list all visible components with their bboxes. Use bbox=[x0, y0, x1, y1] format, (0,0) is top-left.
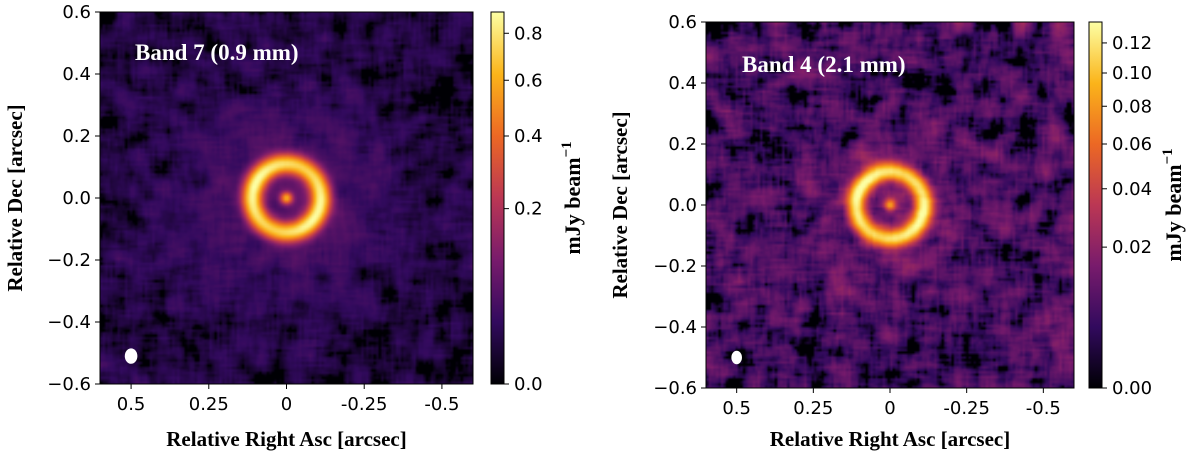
colorbar-label-text: mJy beam bbox=[1161, 164, 1186, 261]
colorbar-tick-label: 0.2 bbox=[514, 199, 543, 220]
x-tick-label: 0.5 bbox=[722, 398, 751, 419]
x-tick-label: 0.25 bbox=[189, 394, 229, 415]
y-tick-label: −0.4 bbox=[653, 317, 697, 338]
colorbar-label: mJy beam−1 bbox=[1160, 148, 1186, 261]
x-tick-label: 0.5 bbox=[117, 394, 146, 415]
colorbar-tick-label: 0.08 bbox=[1112, 96, 1152, 117]
colorbar-label-exponent: −1 bbox=[559, 141, 575, 157]
x-tick-label: -0.25 bbox=[341, 394, 388, 415]
panel-band4: Relative Right Asc [arcsec] Relative Dec… bbox=[608, 12, 1186, 451]
y-axis-label: Relative Dec [arcsec] bbox=[3, 104, 27, 291]
colorbar-label: mJy beam−1 bbox=[559, 141, 585, 254]
x-tick-label: -0.5 bbox=[424, 394, 459, 415]
heatmap-image bbox=[706, 22, 1074, 388]
y-tick-label: −0.4 bbox=[47, 312, 91, 333]
x-tick-label: 0 bbox=[884, 398, 895, 419]
y-tick-label: −0.2 bbox=[653, 256, 697, 277]
panel-title-band7: Band 7 (0.9 mm) bbox=[135, 40, 299, 65]
y-tick-label: 0.6 bbox=[668, 12, 697, 33]
beam-ellipse bbox=[124, 348, 138, 364]
heatmap-image bbox=[100, 12, 473, 384]
colorbar bbox=[490, 11, 505, 385]
colorbar-tick-label: 0.00 bbox=[1112, 378, 1152, 399]
x-tick-label: 0.25 bbox=[793, 398, 833, 419]
x-axis-label: Relative Right Asc [arcsec] bbox=[770, 427, 1010, 451]
y-tick-label: −0.6 bbox=[653, 378, 697, 399]
colorbar-tick-label: 0.04 bbox=[1112, 179, 1152, 200]
colorbar bbox=[1088, 21, 1103, 389]
colorbar-label-exponent: −1 bbox=[1160, 148, 1176, 164]
colorbar-tick-label: 0.12 bbox=[1112, 33, 1152, 54]
colorbar-tick-label: 0.02 bbox=[1112, 237, 1152, 258]
y-tick-label: 0.4 bbox=[668, 73, 697, 94]
y-tick-label: 0.2 bbox=[668, 134, 697, 155]
colorbar-tick-label: 0.06 bbox=[1112, 134, 1152, 155]
colorbar-tick-label: 0.10 bbox=[1112, 63, 1152, 84]
x-axis-label: Relative Right Asc [arcsec] bbox=[166, 427, 406, 451]
beam-ellipse bbox=[731, 350, 742, 365]
y-tick-label: 0.0 bbox=[62, 188, 91, 209]
y-tick-label: 0.4 bbox=[62, 64, 91, 85]
panel-band7: Relative Right Asc [arcsec] Relative Dec… bbox=[3, 2, 585, 451]
y-tick-label: 0.6 bbox=[62, 2, 91, 23]
colorbar-tick-label: 0.8 bbox=[514, 23, 543, 44]
x-tick-label: -0.25 bbox=[943, 398, 990, 419]
y-tick-label: 0.0 bbox=[668, 195, 697, 216]
y-axis-label: Relative Dec [arcsec] bbox=[608, 111, 632, 298]
colorbar-tick-label: 0.6 bbox=[514, 70, 543, 91]
y-tick-label: −0.6 bbox=[47, 374, 91, 395]
colorbar-tick-label: 0.4 bbox=[514, 126, 543, 147]
x-tick-label: -0.5 bbox=[1026, 398, 1061, 419]
x-tick-label: 0 bbox=[281, 394, 292, 415]
panel-title-band4: Band 4 (2.1 mm) bbox=[742, 52, 906, 77]
y-tick-label: −0.2 bbox=[47, 250, 91, 271]
colorbar-tick-label: 0.0 bbox=[514, 374, 543, 395]
y-tick-label: 0.2 bbox=[62, 126, 91, 147]
colorbar-label-text: mJy beam bbox=[560, 157, 585, 254]
